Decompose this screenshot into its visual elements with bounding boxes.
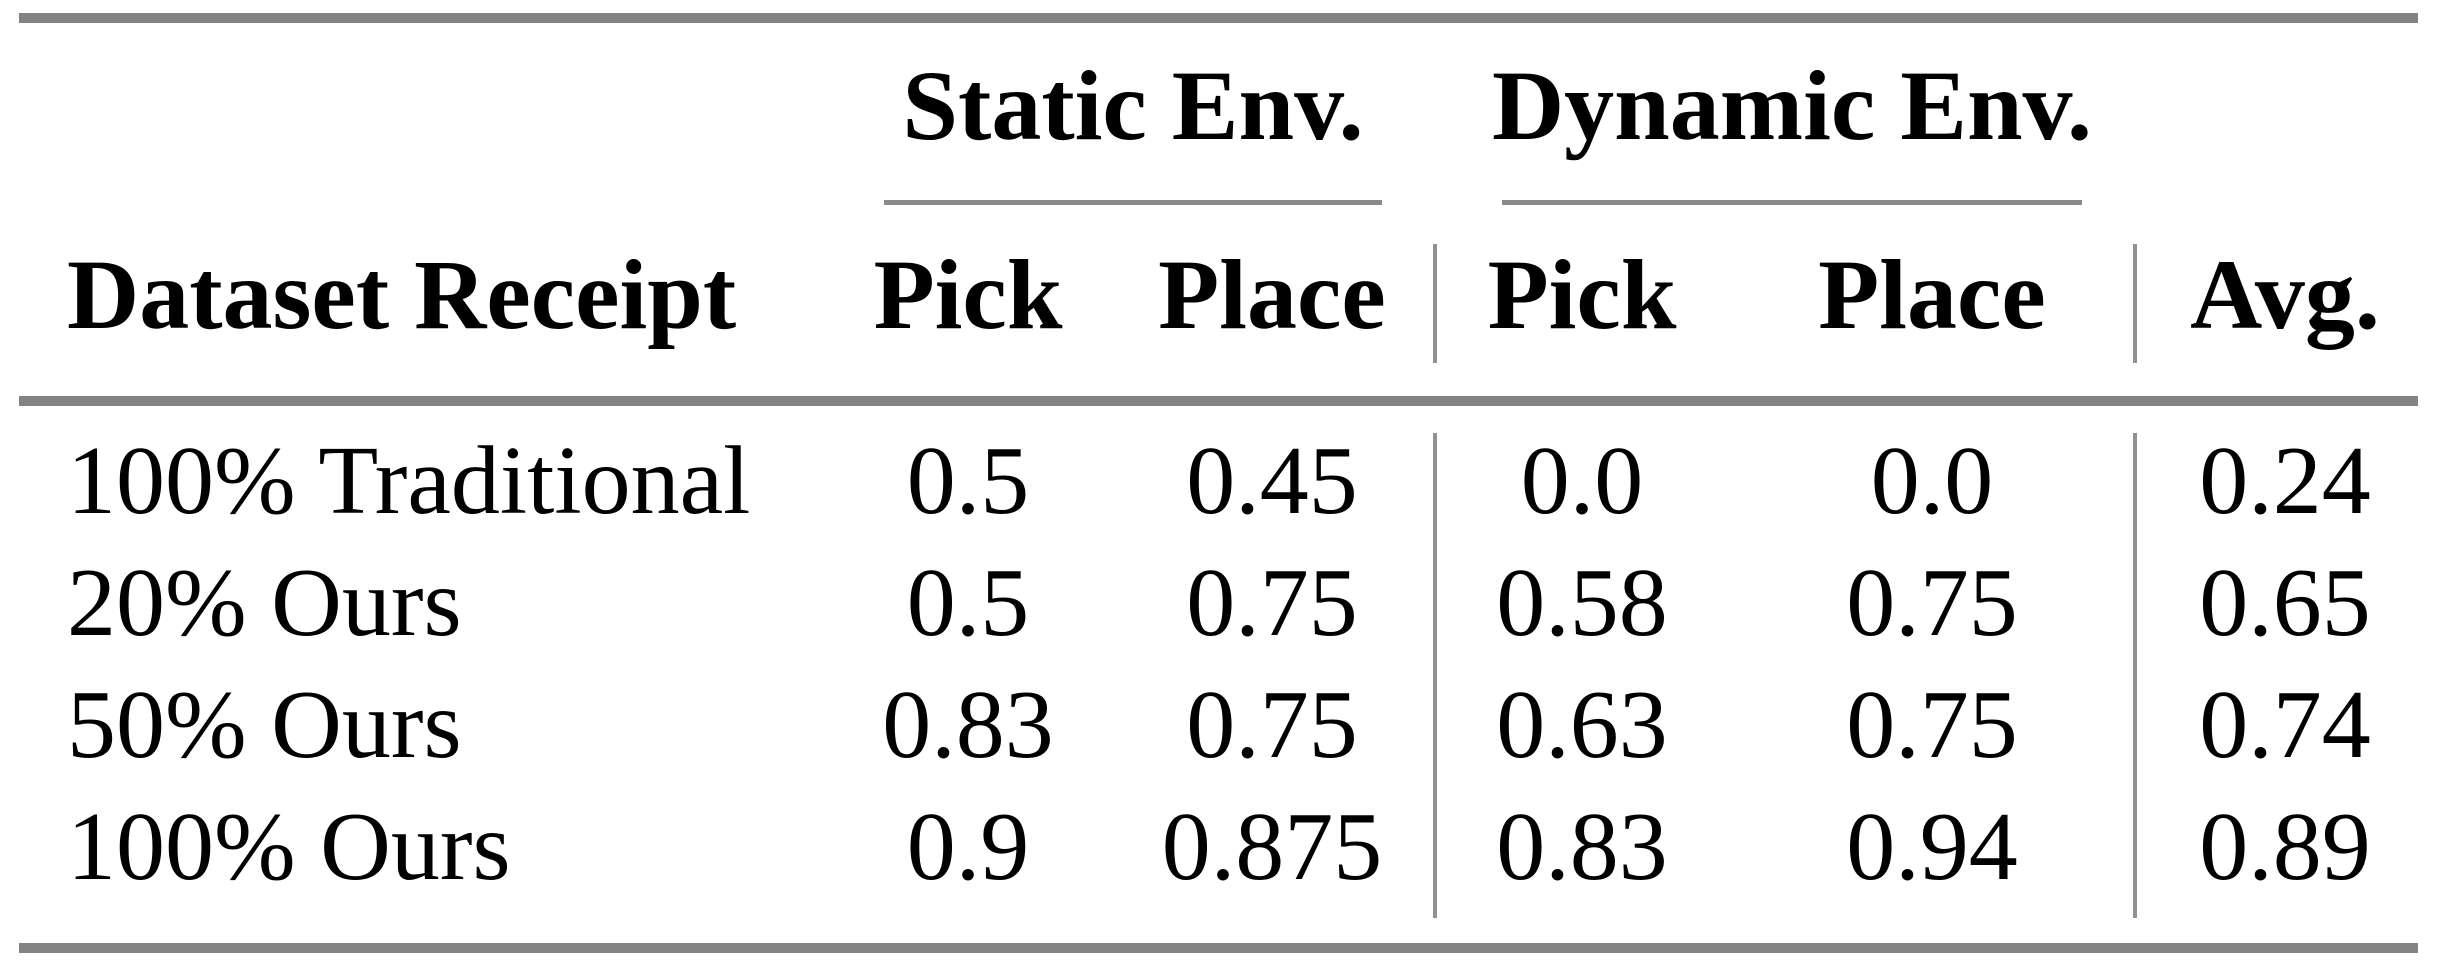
header-vertical-rule-avg	[2133, 244, 2137, 363]
column-header-static-pick: Pick	[873, 239, 1063, 350]
row-label: 20% Ours	[67, 549, 462, 657]
group-header-dynamic-env: Dynamic Env.	[1491, 50, 2093, 161]
cell-static-pick: 0.5	[906, 549, 1030, 657]
column-header-avg: Avg.	[2190, 239, 2380, 350]
cell-static-pick: 0.9	[906, 793, 1030, 901]
cell-avg: 0.65	[2199, 549, 2371, 657]
column-header-dynamic-pick: Pick	[1487, 239, 1677, 350]
table-top-rule	[19, 13, 2418, 23]
cell-dynamic-pick: 0.63	[1496, 671, 1668, 779]
dynamic-env-cmidrule	[1502, 200, 2082, 205]
cell-avg: 0.24	[2199, 427, 2371, 535]
row-label: 50% Ours	[67, 671, 462, 779]
cell-dynamic-place: 0.94	[1846, 793, 2018, 901]
cell-static-place: 0.75	[1186, 549, 1358, 657]
column-header-dataset-receipt: Dataset Receipt	[67, 239, 737, 350]
cell-avg: 0.89	[2199, 793, 2371, 901]
cell-static-pick: 0.83	[882, 671, 1054, 779]
cell-static-place: 0.75	[1186, 671, 1358, 779]
cell-static-place: 0.45	[1186, 427, 1358, 535]
table-row: 50% Ours 0.83 0.75 0.63 0.75 0.74	[0, 664, 2440, 786]
cell-dynamic-place: 0.75	[1846, 671, 2018, 779]
column-header-static-place: Place	[1158, 239, 1386, 350]
table-row: 20% Ours 0.5 0.75 0.58 0.75 0.65	[0, 542, 2440, 664]
data-vertical-rule-static-dynamic	[1433, 433, 1437, 918]
column-header-row: Dataset Receipt Pick Place Pick Place Av…	[0, 234, 2440, 355]
row-label: 100% Traditional	[67, 427, 751, 535]
table-row: 100% Traditional 0.5 0.45 0.0 0.0 0.24	[0, 420, 2440, 542]
static-env-cmidrule	[884, 200, 1382, 205]
data-vertical-rule-avg	[2133, 433, 2137, 918]
cell-avg: 0.74	[2199, 671, 2371, 779]
cell-dynamic-pick: 0.0	[1520, 427, 1644, 535]
cell-static-place: 0.875	[1161, 793, 1383, 901]
cell-static-pick: 0.5	[906, 427, 1030, 535]
cell-dynamic-pick: 0.83	[1496, 793, 1668, 901]
row-label: 100% Ours	[67, 793, 511, 901]
table-row: 100% Ours 0.9 0.875 0.83 0.94 0.89	[0, 786, 2440, 908]
column-header-dynamic-place: Place	[1818, 239, 2046, 350]
cell-dynamic-place: 0.0	[1870, 427, 1994, 535]
group-header-static-env: Static Env.	[902, 50, 1364, 161]
cell-dynamic-place: 0.75	[1846, 549, 2018, 657]
cell-dynamic-pick: 0.58	[1496, 549, 1668, 657]
table-mid-rule	[19, 396, 2418, 406]
table-bottom-rule	[19, 943, 2418, 953]
header-vertical-rule-static-dynamic	[1433, 244, 1437, 363]
